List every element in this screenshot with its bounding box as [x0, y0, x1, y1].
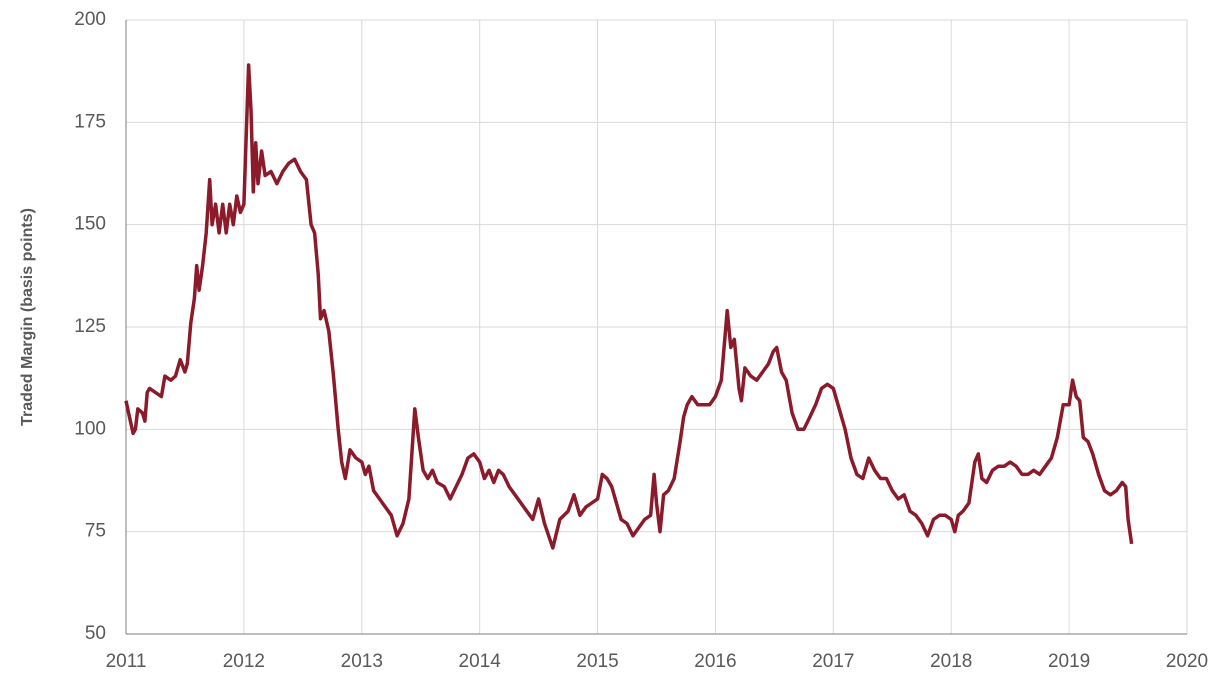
x-tick-label: 2018 — [930, 651, 972, 672]
x-tick-label: 2020 — [1166, 651, 1208, 672]
x-tick-label: 2016 — [694, 651, 736, 672]
x-tick-label: 2015 — [576, 651, 618, 672]
y-tick-label: 150 — [74, 214, 106, 235]
y-tick-label: 200 — [74, 9, 106, 30]
x-tick-label: 2019 — [1048, 651, 1090, 672]
x-tick-label: 2014 — [459, 651, 502, 672]
x-tick-label: 2012 — [223, 651, 265, 672]
x-tick-label: 2013 — [341, 651, 383, 672]
x-tick-label: 2017 — [812, 651, 854, 672]
y-axis-label: Traded Margin (basis points) — [19, 208, 36, 426]
y-tick-label: 75 — [85, 521, 106, 542]
y-tick-label: 100 — [74, 418, 106, 439]
line — [124, 63, 1134, 550]
y-tick-label: 50 — [85, 623, 106, 644]
y-tick-label: 125 — [74, 316, 106, 337]
x-tick-label: 2011 — [106, 651, 147, 672]
y-tick-label: 175 — [74, 111, 106, 132]
